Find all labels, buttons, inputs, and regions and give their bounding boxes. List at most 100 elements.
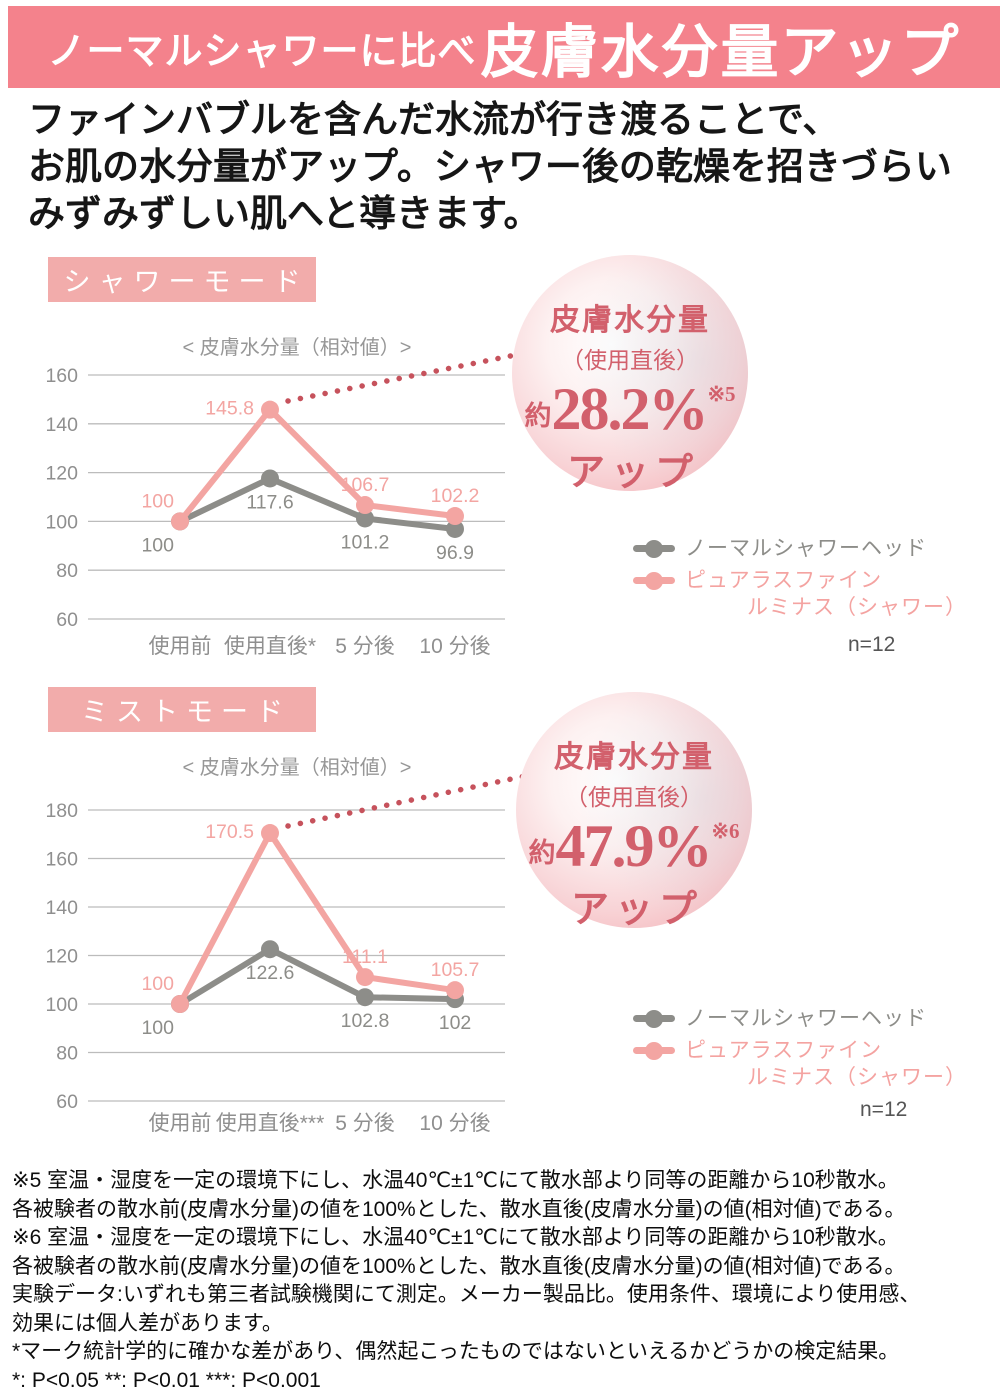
- y-tick-label: 60: [56, 609, 78, 631]
- data-point: [171, 512, 189, 531]
- series-line: [177, 946, 458, 1007]
- header-banner: ノーマルシャワーに比べ 皮膚水分量アップ: [8, 6, 1000, 88]
- data-point: [356, 509, 374, 528]
- data-label: 102: [439, 1012, 472, 1034]
- y-tick-label: 160: [45, 365, 78, 387]
- shower-mode-chart: 160 140 120 100 80 60 使用前 使用直後* 5 分後 10 分後 100 117.…: [45, 347, 543, 658]
- legend-item-normal: ノーマルシャワーヘッド: [633, 1005, 967, 1032]
- x-tick-label: 10 分後: [419, 635, 490, 658]
- bubble-value-row: 約 47.9% ※6: [516, 816, 752, 876]
- highlight-bubble-shower: 皮膚水分量 （使用直後） 約 28.2% ※5 アップ: [512, 255, 748, 494]
- x-tick-label: 5 分後: [335, 635, 395, 658]
- legend-label-product-line1: ピュアラスファイン: [685, 569, 883, 592]
- footnote-line: 各被験者の散水前(皮膚水分量)の値を100%とした、散水直後(皮膚水分量)の値(…: [12, 1254, 906, 1278]
- legend-label-product: ピュアラスファイン ルミナス（シャワー）: [685, 1037, 967, 1091]
- data-point: [446, 981, 464, 1000]
- bubble-approx: 約: [524, 401, 552, 431]
- data-label: 100: [141, 1017, 174, 1039]
- legend-item-normal: ノーマルシャワーヘッド: [633, 535, 967, 562]
- data-point: [261, 824, 279, 843]
- legend-label-product-line2: ルミナス（シャワー）: [747, 1066, 967, 1089]
- legend-marker-product: [633, 1041, 675, 1060]
- data-label: 101.2: [341, 531, 390, 553]
- legend-item-product: ピュアラスファイン ルミナス（シャワー）: [633, 1037, 967, 1091]
- intro-text: ファインバブルを含んだ水流が行き渡ることで、 お肌の水分量がアップ。シャワー後の…: [28, 96, 952, 237]
- data-label: 102.2: [431, 485, 480, 507]
- data-point: [356, 968, 374, 987]
- footnote-line: 実験データ:いずれも第三者試験機関にて測定。メーカー製品比。使用条件、環境により…: [12, 1283, 921, 1306]
- data-point: [446, 507, 464, 526]
- y-tick-label: 60: [56, 1091, 78, 1113]
- bubble-up-label: アップ: [566, 452, 699, 494]
- legend-label-normal: ノーマルシャワーヘッド: [685, 537, 927, 560]
- mode-label-mist: ミストモード: [48, 687, 316, 732]
- y-tick-label: 140: [45, 414, 78, 436]
- y-tick-label: 100: [45, 511, 78, 533]
- data-label: 96.9: [436, 542, 474, 564]
- legend-item-product: ピュアラスファイン ルミナス（シャワー）: [633, 567, 967, 621]
- data-label: 100: [141, 973, 174, 995]
- y-tick-label: 80: [56, 1043, 78, 1065]
- axis-title-mist: < 皮膚水分量（相対値）>: [182, 757, 412, 779]
- bubble-note-ref: ※5: [707, 382, 736, 406]
- legend-mist: ノーマルシャワーヘッド ピュアラスファイン ルミナス（シャワー）: [633, 1005, 967, 1091]
- footnotes: ※5 室温・湿度を一定の環境下にし、水温40℃±1℃にて散水部より同等の距離から…: [12, 1167, 994, 1395]
- data-label: 170.5: [205, 821, 254, 843]
- bubble-note-ref: ※6: [711, 819, 740, 843]
- x-tick-label: 10 分後: [419, 1112, 490, 1135]
- data-label: 122.6: [246, 962, 295, 984]
- bubble-value: 47.9%: [555, 813, 712, 879]
- x-tick-label: 使用直後***: [216, 1112, 325, 1135]
- intro-line-1: ファインバブルを含んだ水流が行き渡ることで、: [28, 99, 840, 140]
- axis-title-shower: < 皮膚水分量（相対値）>: [182, 337, 412, 359]
- x-tick-label: 使用前: [149, 1112, 212, 1135]
- y-tick-label: 120: [45, 946, 78, 968]
- bubble-approx: 約: [528, 838, 556, 868]
- y-tick-label: 160: [45, 849, 78, 871]
- y-tick-label: 180: [45, 800, 78, 822]
- footnote-line: ※5 室温・湿度を一定の環境下にし、水温40℃±1℃にて散水部より同等の距離から…: [12, 1169, 899, 1192]
- bubble-up-label: アップ: [570, 889, 703, 931]
- bubble-title: 皮膚水分量: [550, 304, 710, 337]
- shower-mode-section: シャワーモード < 皮膚水分量（相対値）> 160 140 120 100 80 60 使用…: [0, 255, 1000, 685]
- data-point: [446, 519, 464, 538]
- legend-marker-normal: [633, 539, 675, 558]
- data-label: 111.1: [342, 946, 388, 968]
- data-point: [171, 995, 189, 1013]
- footnote-line: 効果には個人差があります。: [12, 1311, 283, 1335]
- mist-mode-section: ミストモード < 皮膚水分量（相対値）> 180 160 140 120 100 80 60…: [0, 685, 1000, 1165]
- data-point: [356, 496, 374, 515]
- sample-size-label-shower: n=12: [848, 633, 896, 656]
- x-tick-label: 使用直後*: [224, 635, 316, 658]
- data-point: [261, 400, 279, 419]
- legend-shower: ノーマルシャワーヘッド ピュアラスファイン ルミナス（シャワー）: [633, 535, 967, 621]
- mode-label-shower: シャワーモード: [48, 257, 316, 302]
- footnote-line: *: P<0.05 **: P<0.01 ***: P<0.001: [12, 1368, 321, 1392]
- intro-line-3: みずみずしい肌へと導きます。: [28, 193, 541, 234]
- x-tick-label: 使用前: [149, 635, 212, 658]
- legend-label-product-line1: ピュアラスファイン: [685, 1039, 883, 1062]
- series-line: [177, 830, 458, 1007]
- y-tick-label: 140: [45, 897, 78, 919]
- bubble-subtitle: （使用直後）: [561, 348, 699, 373]
- bubble-subtitle: （使用直後）: [565, 785, 703, 810]
- bubble-title: 皮膚水分量: [554, 741, 714, 774]
- banner-title: 皮膚水分量アップ: [480, 20, 961, 85]
- data-point: [356, 988, 374, 1007]
- data-label: 100: [141, 534, 174, 556]
- legend-label-product-line2: ルミナス（シャワー）: [747, 596, 967, 619]
- bubble-value-row: 約 28.2% ※5: [512, 379, 748, 439]
- bubble-value: 28.2%: [551, 376, 708, 442]
- y-tick-label: 80: [56, 560, 78, 582]
- series-line: [177, 475, 458, 532]
- leader-dotted-line: [285, 770, 543, 829]
- legend-marker-normal: [633, 1009, 675, 1028]
- leader-dotted-line: [285, 347, 543, 404]
- data-label: 106.7: [341, 474, 390, 496]
- footnote-line: ※6 室温・湿度を一定の環境下にし、水温40℃±1℃にて散水部より同等の距離から…: [12, 1226, 899, 1249]
- data-label: 102.8: [341, 1010, 390, 1032]
- mist-mode-chart: 180 160 140 120 100 80 60 使用前 使用直後*** 5 分後 10 分後 10…: [45, 770, 543, 1135]
- data-label: 145.8: [205, 398, 254, 420]
- x-tick-label: 5 分後: [335, 1112, 395, 1135]
